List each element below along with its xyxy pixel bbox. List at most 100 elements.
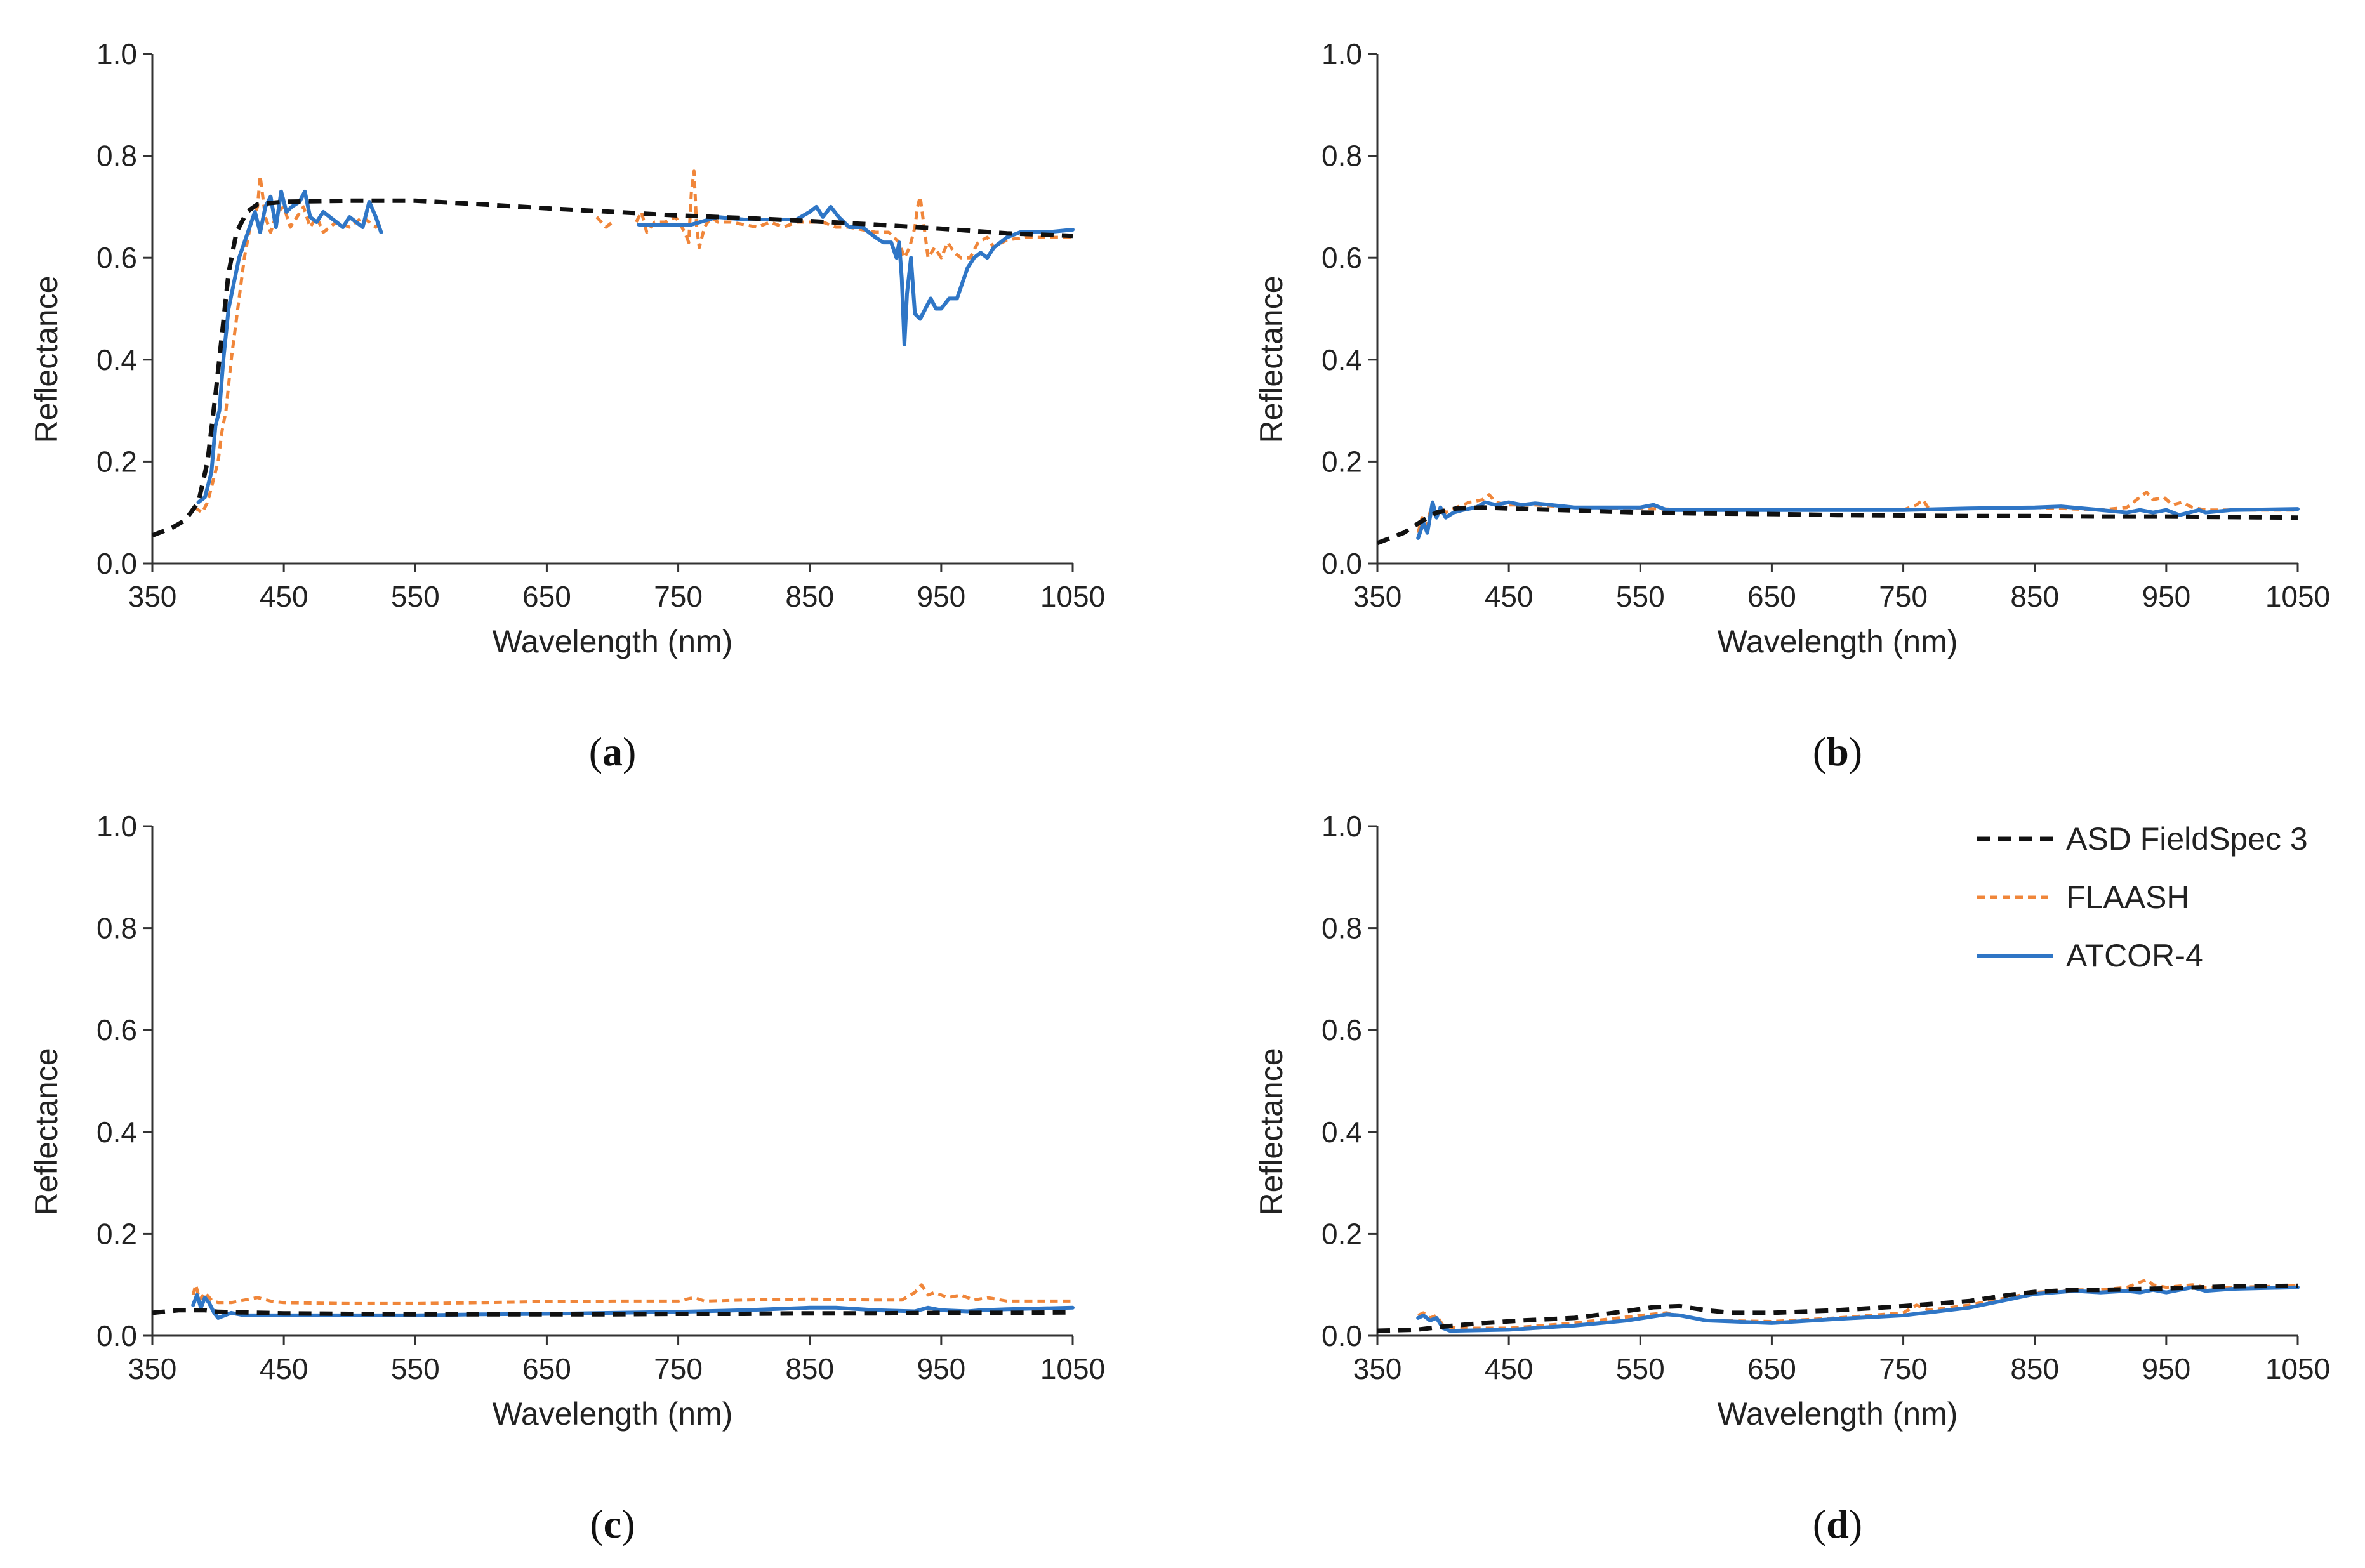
chart-panel-b: 0.0 0.2 0.4 0.6 0.8 1.0 350 450 550 650 750 850 950 1…	[1254, 37, 2330, 774]
x-tick-label: 850	[785, 1352, 834, 1385]
caption-close: )	[1849, 729, 1862, 774]
caption-open: (	[1813, 729, 1826, 774]
x-tick-label: 350	[128, 1352, 177, 1385]
y-tick-label: 1.0	[96, 810, 137, 843]
series-line-asd	[151, 198, 1073, 538]
x-tick-label: 850	[2010, 1352, 2059, 1385]
x-tick-label: 550	[391, 580, 440, 613]
x-tick-label: 950	[2142, 580, 2190, 613]
y-tick-label: 0.2	[96, 1217, 137, 1250]
series-line-asd	[1377, 1283, 2298, 1333]
x-tick-label: 950	[917, 1352, 965, 1385]
series-line-flaash	[1416, 491, 2298, 534]
y-tick-label: 0.0	[1322, 1319, 1362, 1352]
caption-letter: a	[602, 729, 623, 774]
x-tick-label: 750	[654, 580, 703, 613]
series-line-flaash	[191, 1283, 1073, 1305]
y-axis-title: Reflectance	[1254, 1048, 1289, 1215]
y-tick-label: 0.6	[1322, 241, 1362, 274]
series-line-atcor	[1416, 500, 2300, 540]
y-tick-label: 0.4	[96, 1116, 137, 1149]
x-tick-label: 450	[1485, 1352, 1534, 1385]
y-tick-label: 0.2	[1322, 445, 1362, 478]
x-tick-label: 1050	[2265, 580, 2330, 613]
series-line-flaash	[635, 169, 1073, 260]
x-tick-label: 850	[2010, 580, 2059, 613]
x-tick-label: 1050	[1040, 1352, 1105, 1385]
x-tick-label: 550	[391, 1352, 440, 1385]
x-axis-title: Wavelength (nm)	[493, 624, 733, 659]
y-tick-label: 0.6	[96, 1013, 137, 1046]
x-tick-label: 450	[260, 580, 308, 613]
y-tick-label: 1.0	[1322, 810, 1362, 843]
x-tick-label: 1050	[1040, 580, 1105, 613]
caption-letter: b	[1826, 729, 1849, 774]
caption-close: )	[1849, 1501, 1862, 1546]
y-tick-label: 0.6	[1322, 1013, 1362, 1046]
x-tick-label: 650	[1747, 580, 1796, 613]
series-line-asd	[152, 1308, 1073, 1317]
y-axis-title: Reflectance	[29, 275, 64, 443]
x-tick-label: 750	[1879, 580, 1928, 613]
y-tick-label: 0.8	[96, 140, 137, 173]
y-axis-title: Reflectance	[29, 1048, 64, 1215]
x-tick-label: 650	[522, 580, 571, 613]
x-axis-title: Wavelength (nm)	[1718, 1396, 1958, 1432]
caption-letter: d	[1826, 1501, 1849, 1546]
y-tick-label: 0.4	[96, 343, 137, 376]
panel-caption: (b)	[1813, 729, 1862, 774]
panel-caption: (c)	[590, 1501, 635, 1546]
x-tick-label: 1050	[2265, 1352, 2330, 1385]
x-tick-label: 450	[260, 1352, 308, 1385]
y-tick-label: 0.0	[96, 547, 137, 580]
x-tick-label: 350	[1353, 580, 1402, 613]
caption-close: )	[621, 1501, 635, 1546]
panel-caption: (a)	[589, 729, 637, 774]
x-tick-label: 550	[1616, 1352, 1665, 1385]
x-tick-label: 750	[1879, 1352, 1928, 1385]
x-axis-title: Wavelength (nm)	[1718, 624, 1958, 659]
x-axis-title: Wavelength (nm)	[493, 1396, 733, 1432]
y-tick-label: 0.8	[96, 912, 137, 945]
x-tick-label: 450	[1485, 580, 1534, 613]
y-tick-label: 0.2	[96, 445, 137, 478]
chart-panel-c: 0.0 0.2 0.4 0.6 0.8 1.0 350 450 550 650 750 850 950 1…	[29, 810, 1105, 1546]
series-line-flaash	[595, 216, 614, 229]
panel-caption: (d)	[1813, 1501, 1862, 1546]
y-tick-label: 0.8	[1322, 140, 1362, 173]
x-tick-label: 350	[128, 580, 177, 613]
x-tick-label: 350	[1353, 1352, 1402, 1385]
y-tick-label: 0.2	[1322, 1217, 1362, 1250]
x-tick-label: 750	[654, 1352, 703, 1385]
y-tick-label: 1.0	[1322, 37, 1362, 70]
x-tick-label: 850	[785, 580, 834, 613]
series-line-asd	[1376, 505, 2298, 546]
x-tick-label: 950	[2142, 1352, 2190, 1385]
series-line-flaash	[193, 175, 384, 515]
y-tick-label: 1.0	[96, 37, 137, 70]
caption-close: )	[623, 729, 636, 774]
x-tick-label: 950	[917, 580, 965, 613]
y-axis-title: Reflectance	[1254, 275, 1289, 443]
chart-panel-d: 0.0 0.2 0.4 0.6 0.8 1.0 350 450 550 650 750 850 950 1…	[1254, 810, 2330, 1546]
x-tick-label: 550	[1616, 580, 1665, 613]
caption-open: (	[589, 729, 602, 774]
y-tick-label: 0.0	[1322, 547, 1362, 580]
y-tick-label: 0.6	[96, 241, 137, 274]
chart-panel-a: 0.0 0.2 0.4 0.6 0.8 1.0 350 450 550 650 750 850 950 1…	[29, 37, 1105, 774]
legend-label-flaash: FLAASH	[2066, 880, 2190, 915]
caption-open: (	[1813, 1501, 1826, 1546]
caption-open: (	[590, 1501, 603, 1546]
y-tick-label: 0.4	[1322, 343, 1362, 376]
caption-letter: c	[604, 1501, 621, 1546]
y-tick-label: 0.0	[96, 1319, 137, 1352]
series-line-atcor	[637, 204, 1075, 346]
legend-label-asd: ASD FieldSpec 3	[2066, 821, 2308, 857]
y-tick-label: 0.8	[1322, 912, 1362, 945]
series-line-atcor	[1416, 1285, 2300, 1333]
legend: ASD FieldSpec 3 FLAASH ATCOR-4	[1977, 821, 2308, 973]
series-line-atcor	[196, 189, 383, 504]
x-tick-label: 650	[522, 1352, 571, 1385]
x-tick-label: 650	[1747, 1352, 1796, 1385]
